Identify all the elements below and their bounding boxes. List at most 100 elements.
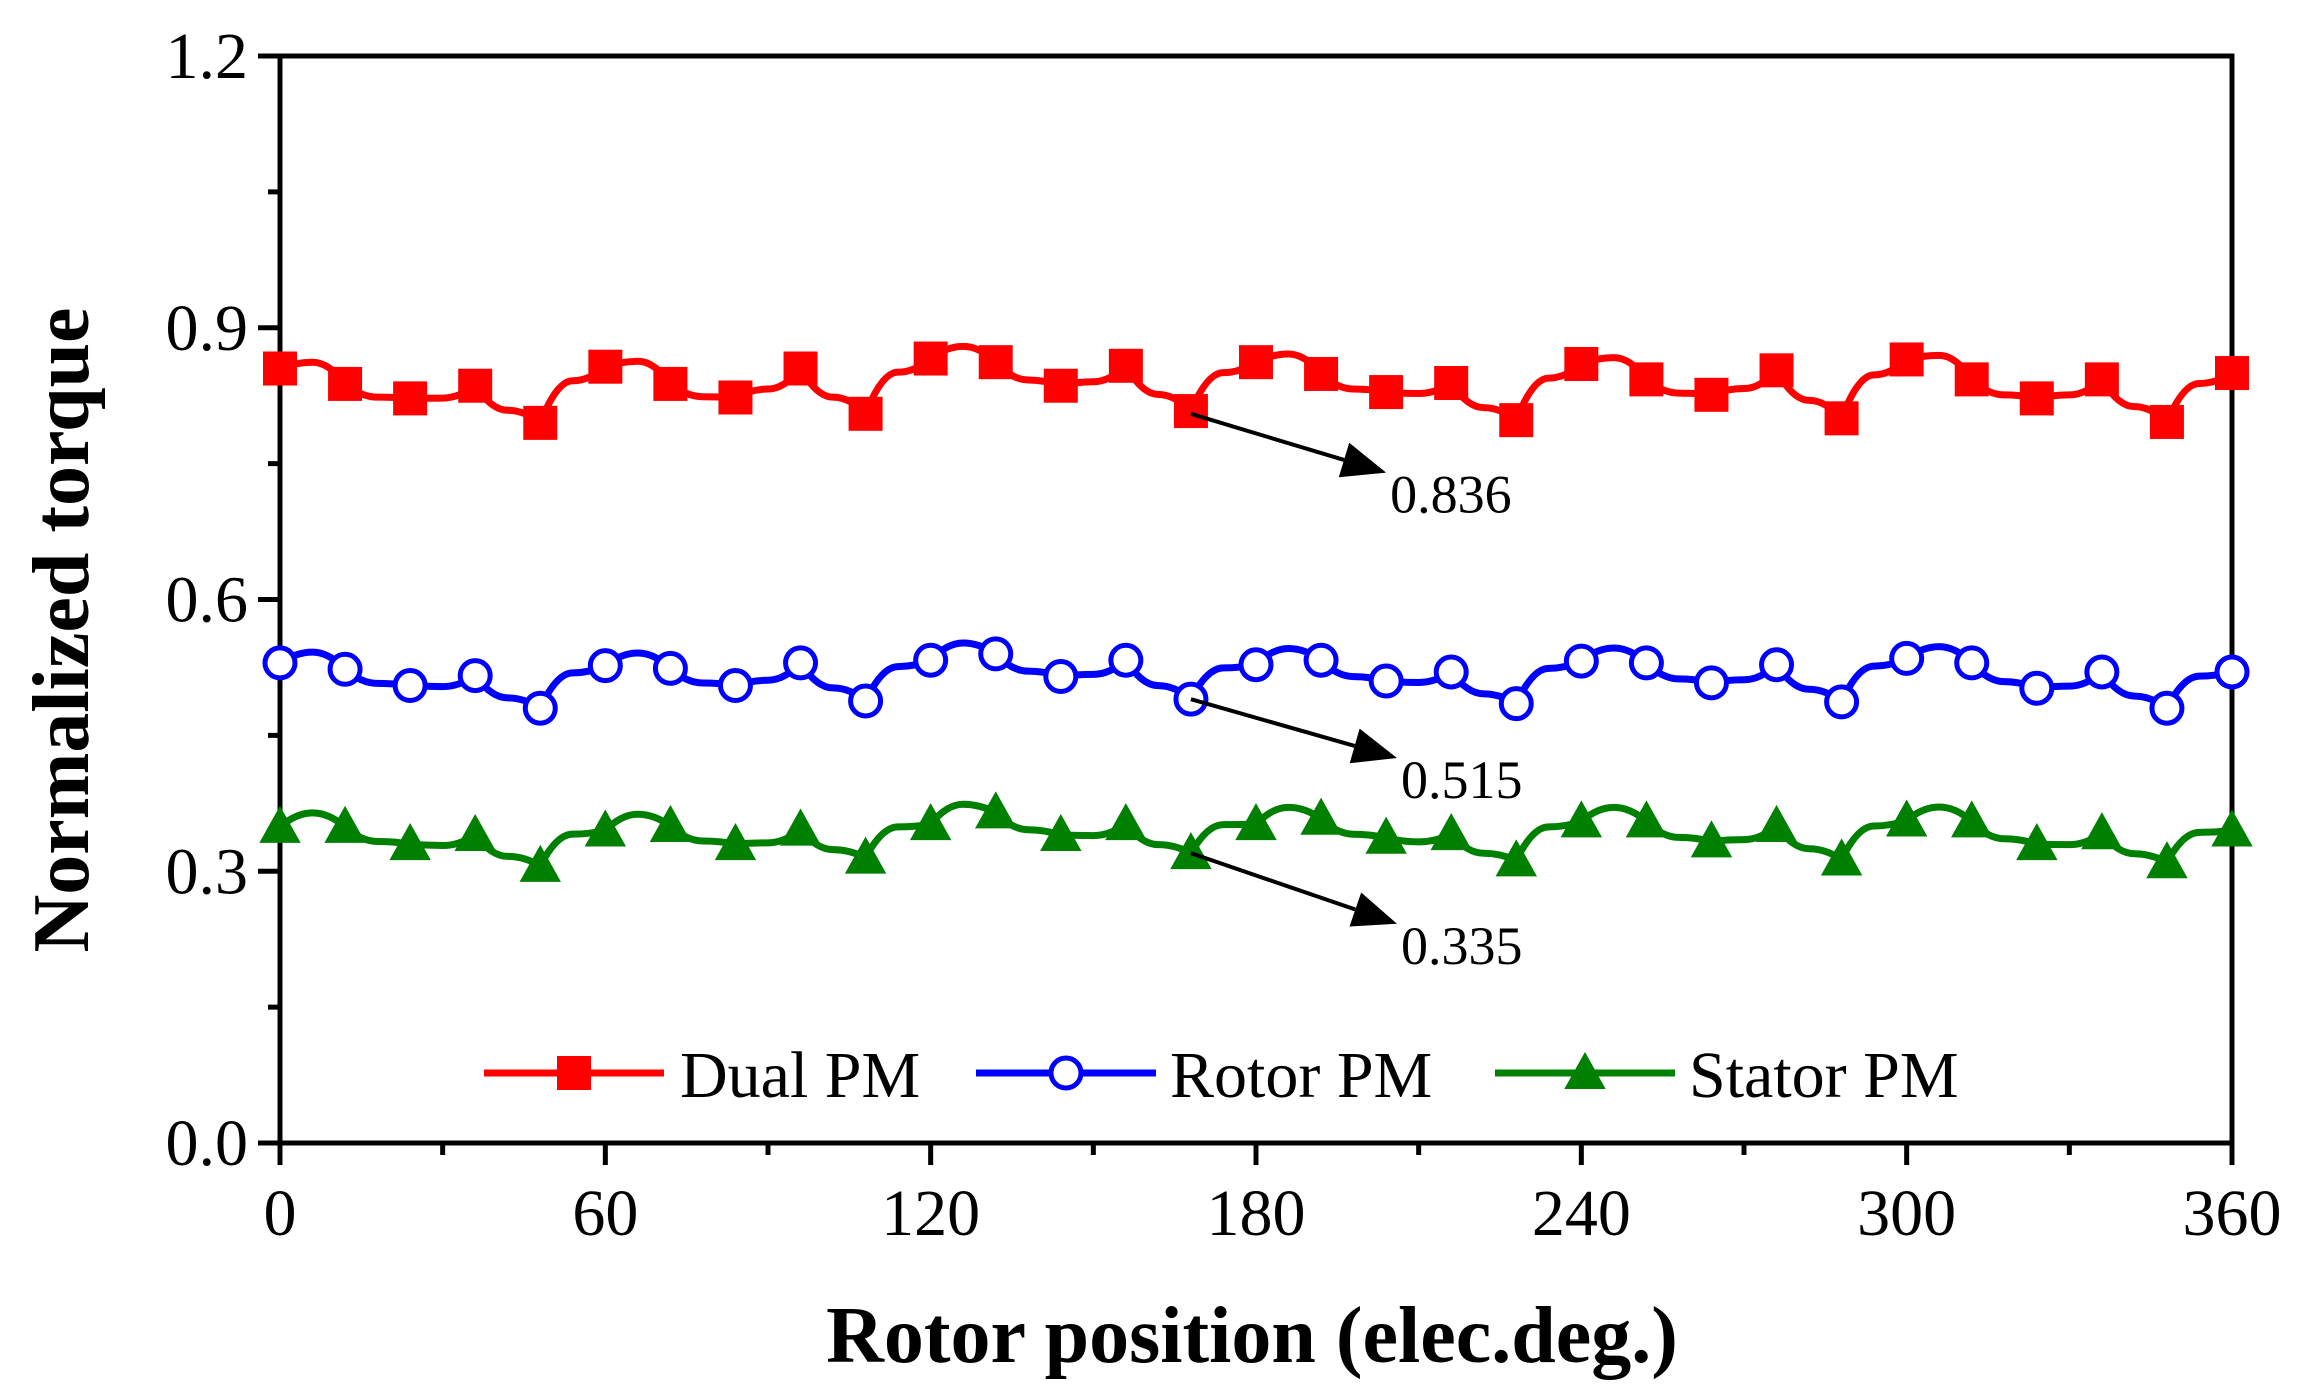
data-point-dual-pm (1369, 375, 1404, 410)
data-point-rotor-pm (327, 651, 363, 687)
data-point-stator-pm (324, 805, 366, 843)
data-point-dual-pm (1173, 394, 1208, 429)
data-point-rotor-pm (1238, 647, 1274, 683)
series-layer (259, 341, 2253, 882)
data-point-stator-pm (519, 844, 561, 882)
data-point-stator-pm (714, 823, 757, 861)
data-point-dual-pm (653, 366, 688, 401)
data-point-rotor-pm (1433, 654, 1469, 690)
x-tick-label: 0 (264, 1177, 297, 1250)
y-axis-title: Normalized torque (18, 307, 106, 952)
data-point-rotor-pm (2149, 690, 2185, 726)
data-point-stator-pm (1690, 820, 1733, 858)
data-point-dual-pm (848, 396, 883, 431)
legend-marker-dual-pm (557, 1056, 591, 1090)
annotation-label: 0.836 (1390, 465, 1512, 525)
data-point-dual-pm (1694, 377, 1729, 412)
data-point-stator-pm (2081, 812, 2123, 850)
data-point-dual-pm (1824, 401, 1859, 436)
data-point-stator-pm (1170, 832, 1212, 870)
data-point-stator-pm (2016, 823, 2058, 861)
annotation-arrow-line (1190, 851, 1357, 912)
series-stator-pm (259, 791, 2253, 882)
data-point-dual-pm (263, 351, 297, 386)
data-point-dual-pm (2019, 381, 2054, 416)
data-point-rotor-pm (848, 683, 884, 719)
y-tick-label: 0.9 (166, 292, 249, 365)
data-point-dual-pm (978, 345, 1013, 380)
data-point-stator-pm (584, 809, 627, 847)
data-point-rotor-pm (1824, 684, 1860, 720)
data-point-rotor-pm (1954, 645, 1990, 681)
legend-entry-dual-pm: Dual PM (484, 1039, 920, 1112)
data-point-rotor-pm (1368, 663, 1404, 699)
legend-marker-rotor-pm (1048, 1055, 1084, 1091)
axes-layer: 0 60 120 180 240 300 360 0.0 0.3 0.6 0.9 1.2 (166, 20, 2282, 1250)
data-point-stator-pm (844, 836, 887, 874)
data-point-stator-pm (2146, 841, 2188, 879)
x-tick-label: 300 (1857, 1177, 1956, 1250)
data-point-dual-pm (1043, 368, 1078, 403)
data-point-dual-pm (1954, 362, 1989, 397)
data-point-dual-pm (1434, 366, 1469, 401)
data-point-dual-pm (1759, 353, 1794, 388)
data-point-stator-pm (454, 813, 496, 852)
data-point-rotor-pm (457, 658, 493, 694)
data-point-rotor-pm (1628, 645, 1664, 681)
data-point-rotor-pm (783, 645, 819, 681)
data-point-rotor-pm (587, 648, 623, 684)
data-point-stator-pm (1625, 800, 1668, 838)
data-point-stator-pm (1495, 839, 1537, 877)
data-point-dual-pm (718, 380, 753, 415)
data-point-dual-pm (783, 351, 818, 386)
data-point-stator-pm (975, 791, 1017, 829)
y-tick-label: 0.6 (166, 564, 249, 637)
data-point-dual-pm (2084, 362, 2119, 397)
data-point-dual-pm (1629, 362, 1664, 397)
data-point-rotor-pm (978, 636, 1014, 672)
data-point-stator-pm (909, 803, 952, 841)
series-rotor-pm (262, 636, 2250, 726)
x-tick-label: 60 (572, 1177, 638, 1250)
data-point-rotor-pm (717, 668, 753, 704)
data-point-stator-pm (1820, 838, 1863, 876)
x-tick-label: 240 (1532, 1177, 1631, 1250)
data-point-dual-pm (2215, 356, 2249, 391)
annotation-arrow-head (1338, 442, 1387, 478)
data-point-rotor-pm (652, 650, 688, 686)
data-point-rotor-pm (2214, 654, 2250, 690)
data-point-dual-pm (1499, 403, 1534, 438)
data-point-dual-pm (393, 381, 428, 416)
series-dual-pm (263, 341, 2249, 440)
annotation-arrow-head (1349, 892, 1397, 927)
y-tick-label: 1.2 (166, 20, 249, 93)
data-point-stator-pm (1755, 804, 1798, 842)
x-tick-label: 180 (1207, 1177, 1306, 1250)
legend-label-stator-pm: Stator PM (1689, 1039, 1959, 1112)
data-point-stator-pm (1105, 803, 1147, 841)
data-point-rotor-pm (1693, 665, 1729, 701)
x-tick-label: 120 (881, 1177, 980, 1250)
data-point-rotor-pm (1043, 658, 1079, 694)
annotation-layer: 0.836 0.515 0.335 (1190, 411, 1523, 976)
data-point-stator-pm (1885, 799, 1928, 837)
data-point-stator-pm (1300, 797, 1342, 835)
data-point-stator-pm (1951, 800, 1993, 838)
data-point-stator-pm (1040, 813, 1082, 852)
data-point-stator-pm (389, 823, 431, 861)
data-point-stator-pm (1560, 800, 1603, 838)
data-point-dual-pm (588, 349, 623, 384)
legend: Dual PM Rotor PM Stator PM (484, 1039, 1959, 1112)
data-point-stator-pm (779, 808, 822, 846)
data-point-rotor-pm (392, 668, 428, 704)
legend-label-dual-pm: Dual PM (680, 1039, 920, 1112)
data-point-rotor-pm (1303, 642, 1339, 678)
data-point-rotor-pm (262, 645, 298, 681)
data-point-stator-pm (1235, 803, 1277, 841)
data-point-dual-pm (458, 368, 493, 403)
data-point-dual-pm (328, 366, 363, 401)
x-tick-label: 360 (2183, 1177, 2282, 1250)
data-point-dual-pm (913, 341, 948, 376)
annotation-label: 0.335 (1401, 916, 1523, 976)
